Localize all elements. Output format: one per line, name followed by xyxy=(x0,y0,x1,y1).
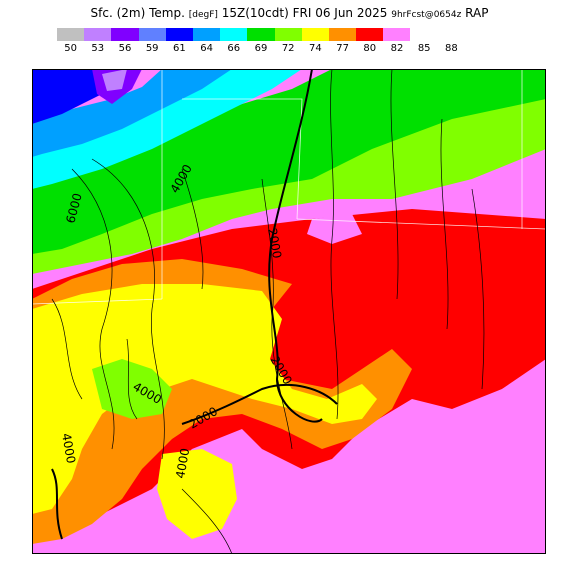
legend-swatch xyxy=(328,28,357,41)
title-unit: [degF] xyxy=(188,10,218,20)
title-main: Sfc. (2m) Temp. xyxy=(90,6,185,20)
legend-swatch xyxy=(192,28,221,41)
zone-69 xyxy=(32,69,546,254)
zone-74-south xyxy=(157,449,237,539)
legend-swatch xyxy=(84,28,112,41)
legend-swatch xyxy=(383,28,411,41)
temperature-map: 4000 6000 2000 2000 4000 2000 4000 4000 xyxy=(32,69,546,554)
legend-tick-label: 61 xyxy=(173,43,186,54)
zone-74 xyxy=(32,284,377,514)
legend-tick-label: 53 xyxy=(91,43,105,54)
legend-swatch xyxy=(220,28,248,41)
legend-tick-label: 69 xyxy=(254,43,268,54)
legend-tick-label: 50 xyxy=(64,43,77,54)
zone-72-sw xyxy=(92,359,172,419)
legend-tick-label: 88 xyxy=(445,43,458,54)
map-frame xyxy=(32,69,546,554)
contour-2000-lines xyxy=(51,69,338,540)
terrain-contours xyxy=(51,69,485,554)
legend-swatch xyxy=(138,28,166,41)
legend-swatch xyxy=(356,28,384,41)
legend-ticks: 50 53 56 59 61 64 66 69 72 74 77 80 82 85 88 xyxy=(57,43,521,57)
zone-64 xyxy=(32,69,232,157)
legend-tick-label: 56 xyxy=(118,43,132,54)
legend-swatch xyxy=(247,28,275,41)
legend-tick-label: 82 xyxy=(390,43,404,54)
zone-82-east xyxy=(482,359,546,459)
title-model: RAP xyxy=(465,6,489,20)
contour-label: 2000 xyxy=(265,227,284,260)
legend-swatch xyxy=(165,28,193,41)
contour-label: 4000 xyxy=(173,447,192,480)
zone-82-north xyxy=(307,214,362,244)
map-title: Sfc. (2m) Temp. [degF] 15Z(10cdt) FRI 06… xyxy=(0,6,579,20)
legend-tick-label: 66 xyxy=(227,43,241,54)
title-date: FRI 06 Jun 2025 xyxy=(292,6,388,20)
legend-swatch xyxy=(111,28,139,41)
legend-tick-label: 64 xyxy=(200,43,213,54)
legend-tick-label: 74 xyxy=(309,43,322,54)
color-legend xyxy=(57,28,411,41)
legend-tick-label: 59 xyxy=(145,43,159,54)
legend-swatch xyxy=(274,28,302,41)
state-borders xyxy=(32,69,546,305)
title-time: 15Z(10cdt) xyxy=(221,6,289,20)
legend-tick-label: 85 xyxy=(417,43,431,54)
zone-53 xyxy=(102,69,127,91)
legend-tick-label: 72 xyxy=(281,43,295,54)
legend-tick-label: 77 xyxy=(336,43,349,54)
title-forecast: 9hrFcst@0654z xyxy=(391,10,462,20)
legend-swatch xyxy=(301,28,329,41)
legend-swatch xyxy=(57,28,85,41)
contour-label: 4000 xyxy=(59,432,78,465)
legend-tick-label: 80 xyxy=(363,43,377,54)
